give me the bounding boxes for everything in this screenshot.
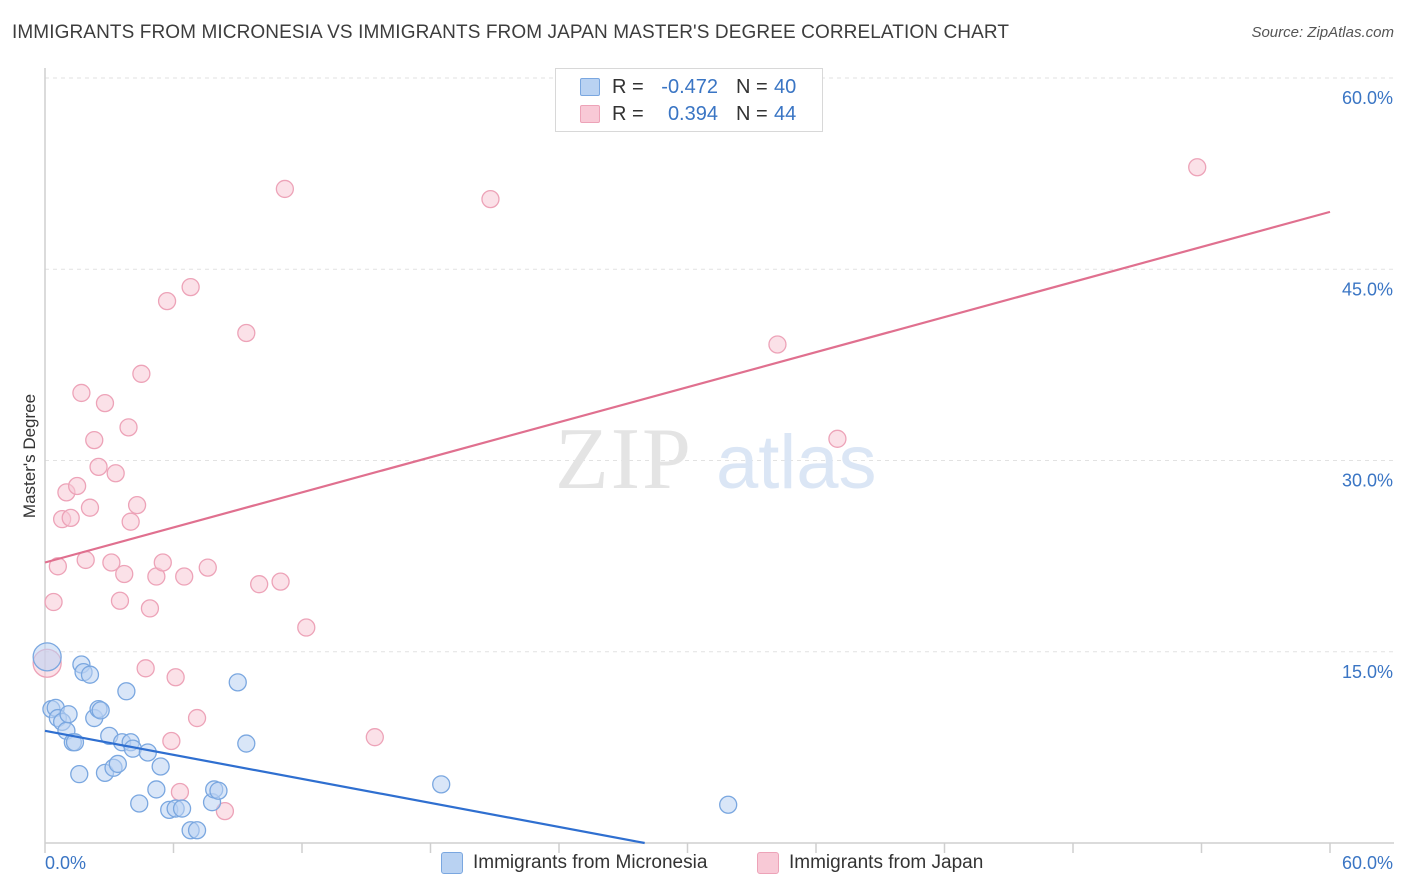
japan-point-11 — [89, 457, 108, 477]
y-tick-labels: 15.0% 30.0% 45.0% 60.0% — [1342, 88, 1393, 682]
micronesia-point-0 — [32, 642, 62, 672]
bottom-legend-label-micronesia: Immigrants from Micronesia — [473, 852, 708, 873]
legend-n-label: N = — [736, 102, 768, 125]
trend-line-micronesia — [44, 729, 645, 845]
legend-swatch-micronesia — [580, 78, 600, 96]
japan-point-9 — [80, 498, 100, 517]
japan-point-14 — [106, 464, 125, 483]
japan-point-2 — [48, 557, 67, 576]
x-tick-label-0: 0.0% — [45, 853, 86, 873]
japan-point-30 — [181, 277, 200, 297]
micronesia-point-36 — [228, 673, 247, 692]
micronesia-point-26 — [147, 780, 166, 799]
japan-point-27 — [166, 668, 185, 687]
japan-point-26 — [162, 731, 181, 751]
micronesia-point-6 — [59, 705, 78, 724]
y-tick-label-0: 15.0% — [1342, 662, 1393, 682]
japan-point-41 — [768, 335, 787, 354]
x-tick-label-1: 60.0% — [1342, 853, 1393, 873]
micronesia-point-27 — [151, 757, 170, 776]
japan-point-35 — [250, 575, 269, 594]
legend-r-value: -0.472 — [661, 75, 718, 98]
japan-point-22 — [140, 599, 160, 618]
japan-point-28 — [170, 782, 190, 802]
japan-point-42 — [828, 429, 847, 448]
trend-lines — [44, 210, 1331, 845]
japan-point-33 — [215, 801, 235, 821]
micronesia-point-24 — [130, 794, 149, 813]
bottom-legend-swatch-micronesia — [441, 852, 463, 874]
japan-point-37 — [275, 179, 295, 199]
japan-point-13 — [102, 553, 121, 572]
micronesia-point-30 — [172, 799, 192, 818]
legend-n-value: 44 — [774, 102, 797, 125]
x-ticks — [44, 843, 1331, 853]
chart-title: IMMIGRANTS FROM MICRONESIA VS IMMIGRANTS… — [12, 22, 1010, 43]
japan-point-24 — [153, 553, 172, 572]
bottom-legend-micronesia: Immigrants from Micronesia — [441, 852, 707, 874]
legend-swatch-japan — [580, 105, 600, 123]
y-tick-label-2: 45.0% — [1342, 279, 1393, 299]
japan-point-17 — [119, 418, 138, 437]
x-tick-labels: 0.0% 60.0% — [45, 853, 1393, 873]
micronesia-point-25 — [138, 743, 157, 762]
micronesia-point-35 — [209, 781, 228, 800]
micronesia-point-38 — [432, 775, 451, 794]
micronesia-point-9 — [70, 765, 89, 784]
watermark-zip: ZIP — [555, 411, 693, 508]
micronesia-point-37 — [237, 734, 256, 753]
japan-point-29 — [175, 567, 194, 586]
japan-point-5 — [61, 508, 80, 528]
micronesia-point-12 — [80, 665, 100, 684]
bottom-legend-swatch-japan — [757, 852, 779, 874]
y-tick-label-1: 30.0% — [1342, 471, 1393, 491]
y-axis-label: Master's Degree — [20, 393, 39, 519]
trend-line-japan — [44, 210, 1331, 564]
japan-point-15 — [110, 591, 130, 610]
japan-point-19 — [127, 495, 147, 515]
bottom-legend-japan: Immigrants from Japan — [757, 852, 983, 874]
japan-point-21 — [136, 659, 155, 678]
japan-point-34 — [237, 323, 256, 343]
japan-point-38 — [297, 618, 316, 637]
stats-legend: R = -0.472 N = 40 R = 0.394 N = 44 — [555, 68, 823, 132]
japan-point-18 — [121, 512, 140, 531]
source-label: Source: ZipAtlas.com — [1251, 24, 1394, 41]
japan-point-16 — [115, 564, 134, 584]
micronesia-point-15 — [91, 701, 110, 720]
japan-point-7 — [72, 383, 91, 403]
japan-point-25 — [157, 291, 177, 311]
legend-row-japan: R = 0.394 N = 44 — [580, 102, 796, 126]
micronesia-point-32 — [187, 821, 207, 840]
micronesia-point-19 — [108, 754, 127, 774]
japan-point-36 — [271, 572, 290, 591]
micronesia-point-39 — [719, 795, 738, 814]
japan-point-20 — [132, 364, 151, 383]
legend-r-value: 0.394 — [667, 102, 718, 125]
japan-point-10 — [85, 430, 104, 450]
legend-r-label: R = — [612, 102, 644, 125]
legend-n-value: 40 — [774, 75, 797, 98]
japan-point-43 — [1188, 158, 1207, 177]
japan-point-12 — [95, 393, 115, 413]
japan-point-1 — [44, 592, 63, 612]
y-tick-label-3: 60.0% — [1342, 88, 1393, 108]
legend-row-micronesia: R = -0.472 N = 40 — [580, 75, 796, 99]
japan-point-32 — [198, 558, 217, 577]
japan-point-39 — [365, 728, 384, 747]
watermark-atlas: atlas — [716, 420, 877, 505]
series-japan-points — [32, 158, 1207, 821]
japan-point-31 — [187, 708, 207, 728]
watermark: ZIP atlas — [555, 411, 877, 508]
japan-point-6 — [67, 476, 87, 496]
legend-r-label: R = — [612, 75, 644, 98]
bottom-legend-label-japan: Immigrants from Japan — [789, 852, 984, 873]
micronesia-point-21 — [117, 682, 136, 701]
legend-n-label: N = — [736, 75, 768, 98]
series-micronesia-points — [32, 642, 738, 840]
japan-point-40 — [481, 189, 500, 209]
